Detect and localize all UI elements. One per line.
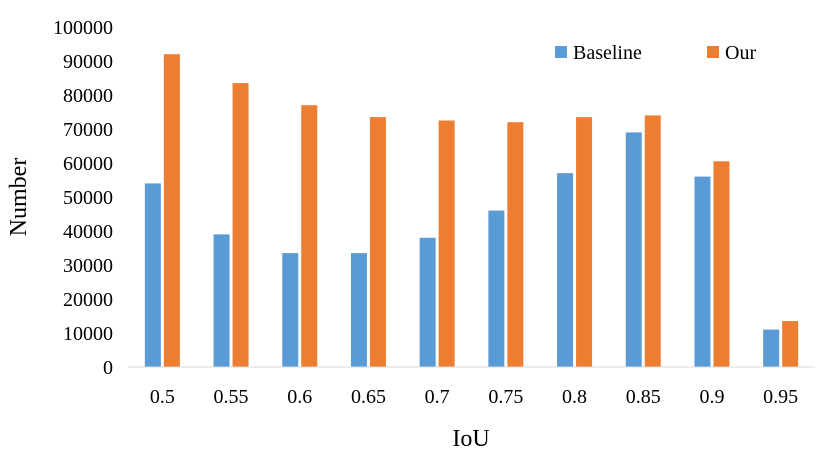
x-tick-label: 0.85 [626,386,661,408]
x-tick-label: 0.5 [150,386,175,408]
bars [144,54,799,368]
bar-baseline [763,329,780,367]
y-tick-label: 50000 [63,187,113,209]
bar-our [301,105,318,367]
bar-our [507,122,524,367]
bar-baseline [625,132,642,367]
x-tick-label: 0.6 [287,386,312,408]
x-tick-label: 0.65 [351,386,386,408]
y-tick-label: 90000 [63,51,113,73]
x-axis-title: IoU [452,426,489,452]
bar-baseline [144,183,161,367]
y-tick-label: 60000 [63,153,113,175]
legend-label-baseline: Baseline [573,42,642,64]
legend: Baseline Our [555,42,756,64]
y-tick-label: 0 [103,357,113,379]
x-tick-label: 0.8 [562,386,587,408]
legend-swatch-our [707,46,719,58]
x-tick-label: 0.9 [699,386,724,408]
bar-baseline [557,173,574,367]
x-tick-label: 0.75 [488,386,523,408]
bar-our [782,321,799,367]
y-tick-label: 100000 [53,17,113,39]
bar-our [576,117,593,367]
y-tick-label: 20000 [63,289,113,311]
y-axis-ticks: 0 10000 20000 30000 40000 50000 60000 70000 8000… [53,17,113,379]
bar-our [369,117,386,367]
bar-our [644,115,661,368]
legend-label-our: Our [725,42,756,64]
x-tick-label: 0.95 [763,386,798,408]
bar-baseline [488,210,505,367]
y-tick-label: 80000 [63,85,113,107]
legend-swatch-baseline [555,46,567,58]
y-tick-label: 40000 [63,221,113,243]
bar-our [713,161,730,367]
y-tick-label: 10000 [63,323,113,345]
x-tick-label: 0.7 [425,386,450,408]
y-tick-label: 70000 [63,119,113,141]
bar-our [438,120,455,367]
bar-baseline [213,234,230,367]
y-tick-label: 30000 [63,255,113,277]
x-axis-ticks: 0.5 0.55 0.6 0.65 0.7 0.75 0.8 0.85 0.9 0.95 [150,386,798,408]
bar-baseline [350,253,367,367]
bar-baseline [419,237,436,367]
bar-baseline [282,253,299,367]
bar-baseline [694,176,711,367]
x-tick-label: 0.55 [214,386,249,408]
y-axis-title: Number [6,158,32,237]
bar-our [232,83,249,367]
bar-our [163,54,180,367]
